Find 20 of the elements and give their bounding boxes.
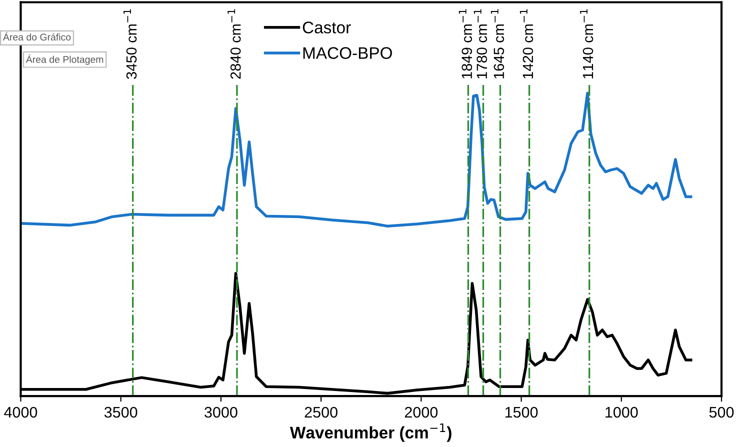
text: Área do Gráfico: [2, 32, 71, 41]
ref-line-label: 1420 cm$^{−1}$: [520, 9, 534, 78]
x-tick-label: 1000: [606, 406, 638, 418]
x-tick-label: 2000: [404, 406, 438, 418]
ref-line-label: 1140 cm$^{−1}$: [580, 9, 594, 78]
text: Área de Plotagem: [26, 54, 104, 65]
x-tick-label: 3500: [104, 406, 138, 418]
ref-line-label: 3450 cm$^{−1}$: [123, 9, 137, 79]
x-tick-label: 1500: [505, 406, 538, 418]
ref-line-label: 1780 cm$^{−1}$: [474, 9, 488, 78]
ref-line-label: 1645 cm$^{−1}$: [490, 9, 504, 78]
x-tick-label: 2500: [304, 406, 338, 418]
x-tick-label: 500: [709, 406, 734, 418]
legend-label: Castor: [302, 22, 351, 34]
x-tick-label: 4000: [4, 406, 38, 418]
legend-label: MACO-BPO: [303, 47, 392, 59]
x-axis-title: Wavenumber (cm$^{−1}$): [290, 423, 452, 442]
ref-line-label: 2840 cm$^{−1}$: [228, 9, 241, 79]
ref-line-label: 1849 cm$^{−1}$: [458, 9, 472, 78]
x-tick-label: 3000: [204, 406, 238, 418]
